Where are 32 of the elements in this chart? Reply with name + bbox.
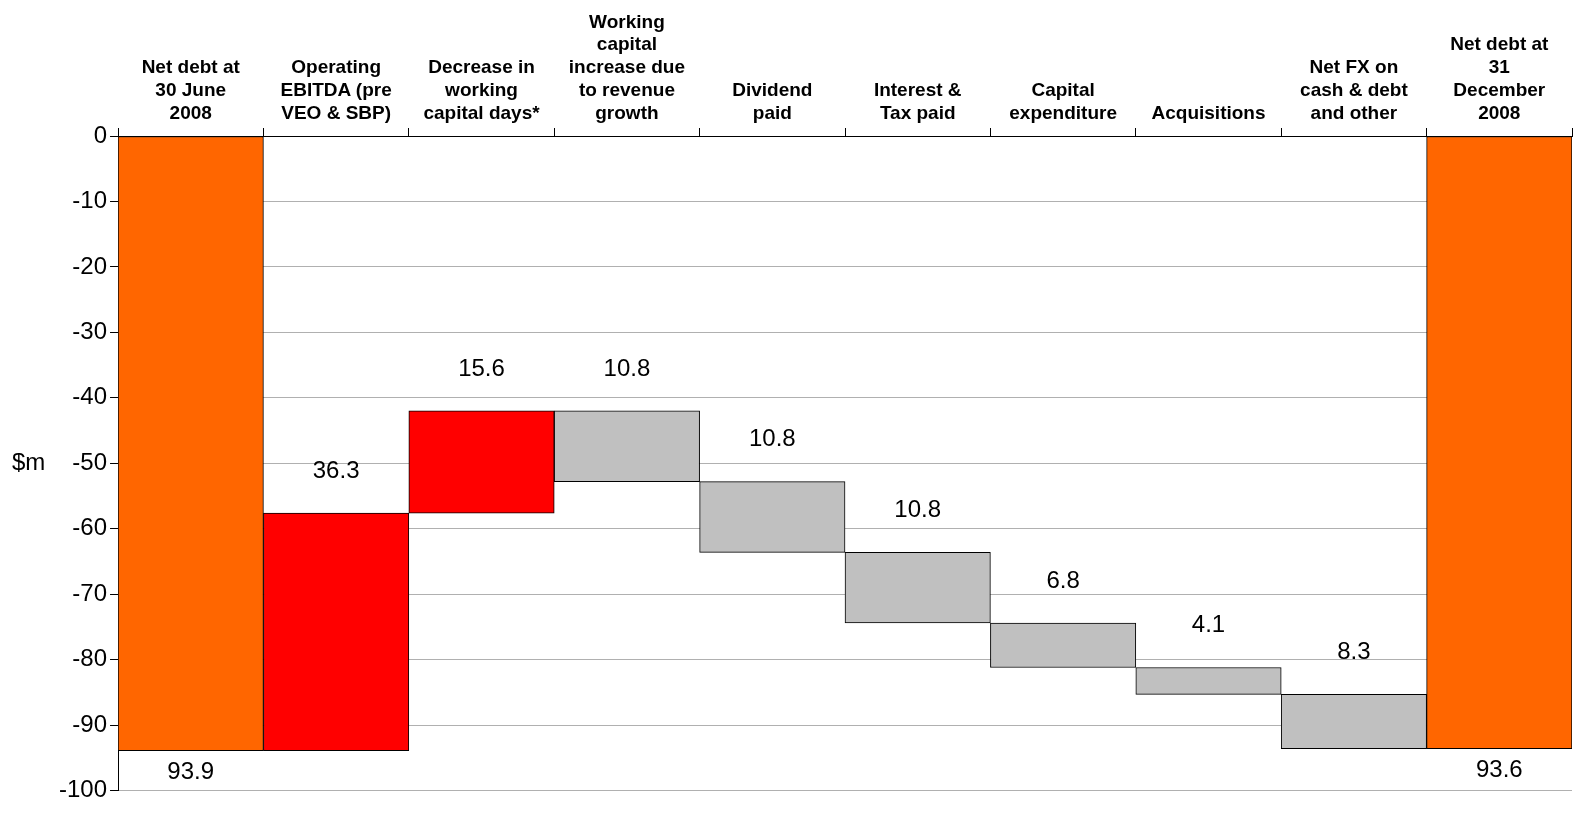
x-tick-label: Dividend paid xyxy=(732,79,813,123)
data-label: 36.3 xyxy=(312,455,360,483)
y-tick-label: -50 xyxy=(72,447,108,475)
y-tick-label: -100 xyxy=(58,775,108,803)
y-tick-label: -80 xyxy=(72,644,108,672)
x-tick-label: Net debt at 30 June 2008 xyxy=(141,56,241,123)
y-tick-label: -60 xyxy=(72,513,108,541)
y-axis-title: $m xyxy=(12,447,46,475)
x-tick-label: Interest & Tax paid xyxy=(873,79,962,123)
y-tick-label: -10 xyxy=(72,186,108,214)
data-label: 4.1 xyxy=(1191,610,1226,638)
data-label: 6.8 xyxy=(1046,565,1080,593)
x-tick-label: Net debt at 31 December 2008 xyxy=(1450,33,1550,123)
x-tick-label: Decrease in working capital days* xyxy=(423,56,541,123)
y-tick-label: -30 xyxy=(72,317,108,345)
x-tick-label: Working capital increase due to revenue growth xyxy=(568,10,686,123)
data-label: 10.8 xyxy=(603,353,651,381)
x-tick-label: Net FX on cash & debt and other xyxy=(1300,56,1409,123)
data-label: 93.9 xyxy=(167,757,215,785)
x-tick-label: Operating EBITDA (pre VEO & SBP) xyxy=(280,56,392,123)
data-label: 8.3 xyxy=(1337,637,1371,664)
y-tick-label: -90 xyxy=(72,709,108,737)
x-tick-label: Capital expenditure xyxy=(1009,79,1117,123)
data-label: 15.6 xyxy=(458,353,505,381)
y-tick-label: -40 xyxy=(72,382,108,410)
y-tick-label: -70 xyxy=(72,578,108,606)
y-tick-label: -20 xyxy=(72,251,108,279)
data-label: 10.8 xyxy=(894,494,942,522)
y-tick-label: 0 xyxy=(93,120,108,148)
x-tick-label: Acquisitions xyxy=(1151,101,1266,123)
data-label: 93.6 xyxy=(1475,755,1523,783)
data-label: 10.8 xyxy=(748,424,796,452)
